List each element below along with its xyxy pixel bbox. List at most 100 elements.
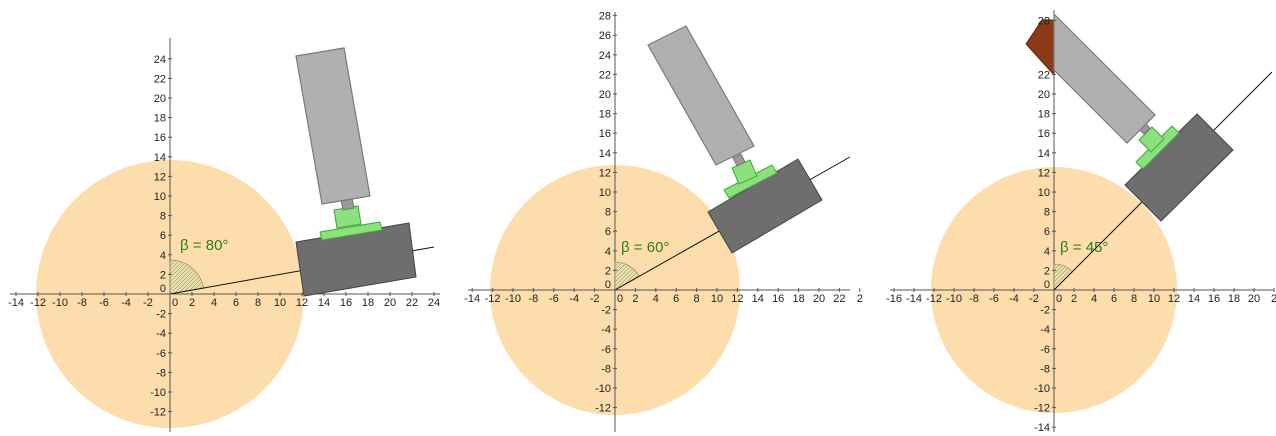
y-tick-label: 0 [1044, 279, 1050, 291]
x-tick-label: 20 [1248, 293, 1260, 305]
x-tick-label: -2 [143, 297, 153, 309]
y-tick-label: 8 [160, 211, 166, 223]
x-tick-label: 22 [406, 297, 418, 309]
x-tick-label: -12 [485, 293, 501, 305]
green-piece [1138, 126, 1165, 153]
x-tick-label: 6 [673, 293, 679, 305]
y-tick-label: -12 [595, 403, 611, 415]
x-tick-label: -10 [505, 293, 521, 305]
x-tick-label: 4 [1091, 293, 1097, 305]
x-tick-label: 8 [255, 297, 261, 309]
y-tick-label: 4 [1044, 246, 1050, 258]
y-tick-label: 2 [1044, 265, 1050, 277]
x-tick-label: 10 [274, 297, 286, 309]
x-tick-label: -8 [77, 297, 87, 309]
y-tick-label: 16 [1038, 128, 1050, 140]
y-tick-label: -2 [601, 305, 611, 317]
y-tick-label: 20 [599, 89, 611, 101]
beta-label: β = 60° [621, 239, 669, 256]
x-tick-label: 10 [1148, 293, 1160, 305]
x-tick-label: -14 [8, 297, 24, 309]
y-tick-label: 12 [154, 171, 166, 183]
y-tick-label: -4 [601, 324, 611, 336]
y-tick-label: 14 [1038, 148, 1050, 160]
y-tick-label: 2 [605, 265, 611, 277]
connector [732, 153, 746, 167]
light-gray-block [647, 25, 755, 166]
x-tick-label: -8 [529, 293, 539, 305]
y-tick-label: 16 [599, 128, 611, 140]
y-tick-label: 22 [599, 69, 611, 81]
y-tick-label: -12 [150, 407, 166, 419]
x-tick-label: 2 [189, 297, 195, 309]
y-tick-label: 20 [154, 93, 166, 105]
x-tick-label: 0 [617, 293, 623, 305]
y-tick-label: 20 [1038, 89, 1050, 101]
y-tick-label: 6 [605, 226, 611, 238]
x-tick-label: -6 [989, 293, 999, 305]
x-tick-label: -2 [590, 293, 600, 305]
x-tick-label: -4 [1009, 293, 1019, 305]
brown-triangle [1025, 19, 1055, 77]
light-gray-block [1053, 12, 1156, 144]
x-tick-label: 2 [632, 293, 638, 305]
y-tick-label: -10 [150, 387, 166, 399]
y-tick-label: 26 [599, 30, 611, 42]
green-base [319, 221, 383, 241]
x-tick-labels: -14 -12 -10 -8 -6 -4 -2 0 2 4 6 8 10 12 14 16 18 20 22 2 [464, 288, 863, 305]
x-tick-label: 20 [384, 297, 396, 309]
y-tick-label: 14 [599, 148, 611, 160]
x-tick-label: -6 [99, 297, 109, 309]
y-tick-label: -6 [1040, 344, 1050, 356]
panel-beta-45: -16 -14 -12 -10 -8 -6 -4 -2 0 2 4 6 8 10 12 14 16 18 20 2 -… [886, 10, 1276, 434]
x-tick-label: -12 [926, 293, 942, 305]
y-tick-label: 12 [599, 167, 611, 179]
y-tick-label: -14 [1034, 422, 1050, 434]
y-tick-label: -10 [595, 383, 611, 395]
x-tick-label: 2 [857, 293, 863, 305]
y-tick-label: 4 [605, 246, 611, 258]
y-tick-label: 24 [599, 50, 611, 62]
y-tick-label: -6 [156, 348, 166, 360]
y-tick-label: 12 [1038, 167, 1050, 179]
y-tick-label: 18 [1038, 109, 1050, 121]
x-tick-label: 22 [833, 293, 845, 305]
y-tick-label: 2 [160, 269, 166, 281]
x-tick-label: 6 [233, 297, 239, 309]
y-tick-label: -6 [601, 344, 611, 356]
y-tick-labels: -14 -12 -10 -8 -6 -4 -2 0 2 4 6 8 10 12 14 16 18 20 22 28 [1034, 16, 1056, 434]
x-tick-label: 4 [653, 293, 659, 305]
light-gray-block [295, 47, 371, 205]
panel-beta-60: -14 -12 -10 -8 -6 -4 -2 0 2 4 6 8 10 12 14 16 18 20 22 2 -1… [464, 11, 863, 432]
x-tick-label: 10 [711, 293, 723, 305]
x-tick-label: 16 [340, 297, 352, 309]
x-tick-label: 8 [1131, 293, 1137, 305]
x-tick-label: 12 [296, 297, 308, 309]
y-tick-label: 22 [154, 73, 166, 85]
x-tick-label: -10 [52, 297, 68, 309]
x-tick-label: 12 [1168, 293, 1180, 305]
y-tick-label: 16 [154, 132, 166, 144]
y-tick-label: 22 [1038, 69, 1050, 81]
x-tick-label: -4 [569, 293, 579, 305]
x-tick-label: -6 [549, 293, 559, 305]
y-tick-label: -4 [1040, 324, 1050, 336]
x-tick-label: 0 [172, 297, 178, 309]
x-tick-label: 6 [1111, 293, 1117, 305]
x-tick-label: 24 [428, 297, 440, 309]
y-tick-label: 14 [154, 152, 166, 164]
x-tick-label: 18 [792, 293, 804, 305]
panel-beta-80: -14 -12 -10 -8 -6 -4 -2 0 2 4 6 8 10 12 14 16 18 20 22 24 -… [8, 38, 440, 432]
x-tick-label: 14 [752, 293, 764, 305]
y-tick-label: -2 [1040, 305, 1050, 317]
x-tick-label: 16 [772, 293, 784, 305]
y-tick-label: 0 [605, 279, 611, 291]
beta-label: β = 45° [1060, 239, 1108, 256]
x-tick-label: -16 [886, 293, 902, 305]
x-tick-label: 20 [813, 293, 825, 305]
x-tick-label: 2 [1071, 293, 1077, 305]
y-tick-label: 10 [1038, 187, 1050, 199]
y-tick-label: -8 [601, 363, 611, 375]
y-tick-label: 6 [1044, 226, 1050, 238]
